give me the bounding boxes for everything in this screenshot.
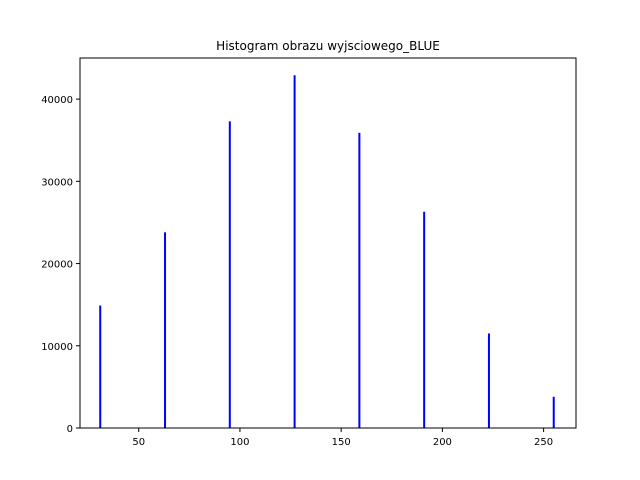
histogram-bar (293, 75, 296, 429)
y-tick-label: 40000 (41, 95, 73, 106)
y-axis: 0 10000 20000 30000 40000 (41, 95, 80, 435)
x-tick-label: 50 (132, 437, 145, 448)
plot-frame (79, 57, 577, 429)
x-tick-label: 250 (534, 437, 553, 448)
histogram-bar (487, 333, 490, 428)
x-tick-label: 200 (433, 437, 452, 448)
y-tick-label: 30000 (41, 177, 73, 188)
x-tick-label: 100 (230, 437, 249, 448)
x-tick-label: 150 (332, 437, 351, 448)
chart-title: Histogram obrazu wyjsciowego_BLUE (216, 39, 440, 53)
histogram-bar (423, 211, 426, 428)
histogram-bar (99, 305, 102, 428)
y-tick-label: 20000 (41, 260, 73, 271)
histogram-bar (228, 121, 231, 428)
y-tick-label: 10000 (41, 342, 73, 353)
bars-group (99, 75, 555, 429)
x-axis: 50 100 150 200 250 (132, 428, 553, 448)
y-tick-label: 0 (67, 424, 73, 435)
histogram-bar (552, 396, 555, 428)
histogram-bar (164, 232, 167, 428)
histogram-bar (358, 132, 361, 428)
